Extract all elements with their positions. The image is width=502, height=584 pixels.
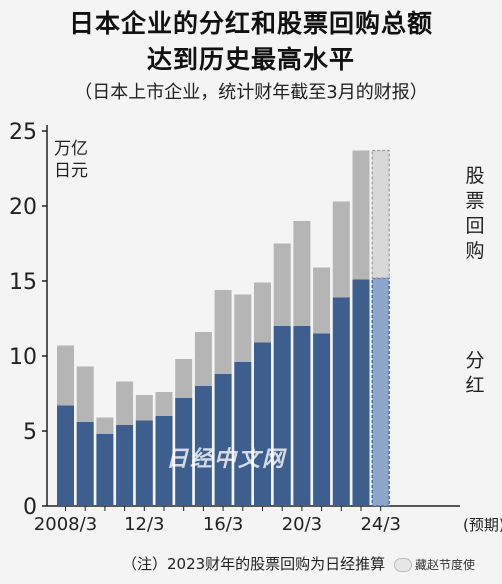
chart-title-line2: 达到历史最高水平 xyxy=(146,45,355,74)
bar-buyback xyxy=(214,290,232,374)
series-label-dividend: 分 xyxy=(465,350,484,372)
bar-buyback xyxy=(293,221,311,326)
x-tick-label: 12/3 xyxy=(124,514,164,535)
bar-dividend xyxy=(155,416,173,506)
bar-dividend xyxy=(313,333,331,506)
x-tick-label: 24/3 xyxy=(360,514,400,535)
bar-buyback xyxy=(254,282,271,343)
bar-buyback xyxy=(352,150,370,280)
bar-buyback xyxy=(135,395,153,421)
x-tick-label: 16/3 xyxy=(203,514,243,535)
series-label-buyback: 票 xyxy=(465,190,484,212)
y-tick-label: 25 xyxy=(9,120,37,145)
wechat-icon xyxy=(394,557,412,572)
series-label-dividend: 红 xyxy=(465,375,484,397)
bar-dividend xyxy=(293,326,311,506)
bar-dividend xyxy=(194,386,212,506)
bar-buyback xyxy=(194,332,212,386)
y-tick-label: 5 xyxy=(23,420,37,445)
bar-buyback xyxy=(96,417,114,434)
watermark: 日经中文网 xyxy=(166,446,287,472)
bar-dividend xyxy=(175,398,193,506)
bar-dividend xyxy=(76,422,94,506)
bar-dividend xyxy=(57,405,74,506)
y-tick-label: 0 xyxy=(23,495,37,520)
bar-buyback xyxy=(76,366,94,422)
brand-badge: 藏赵节度使 xyxy=(394,556,475,573)
series-label-buyback: 回 xyxy=(465,215,484,237)
bar-dividend xyxy=(116,425,134,506)
x-tick-label: 20/3 xyxy=(282,514,322,535)
brand-label: 藏赵节度使 xyxy=(415,558,476,572)
bar-dividend xyxy=(135,420,153,506)
bar-buyback xyxy=(313,267,331,334)
bar-dividend xyxy=(273,326,291,506)
bar-dividend xyxy=(96,434,114,506)
y-unit-label: 日元 xyxy=(54,161,88,181)
x-tick-suffix: (预期) xyxy=(463,516,502,534)
series-label-buyback: 购 xyxy=(465,240,484,262)
bar-buyback xyxy=(234,294,252,362)
bar-buyback xyxy=(175,359,193,398)
y-unit-label: 万亿 xyxy=(54,139,88,159)
y-tick-label: 10 xyxy=(9,345,37,370)
bar-buyback xyxy=(332,201,350,298)
footnote: （注）2023财年的股票回购为日经推算 xyxy=(122,555,386,573)
chart-subtitle: （日本上市企业，统计财年截至3月的财报） xyxy=(74,82,428,103)
bar-buyback xyxy=(273,243,291,326)
series-label-buyback: 股 xyxy=(465,165,484,187)
bar-dividend xyxy=(254,342,271,506)
bar-buyback xyxy=(371,149,390,279)
bar-buyback xyxy=(155,392,173,416)
bar-dividend xyxy=(352,279,370,506)
bar-dividend xyxy=(214,374,232,506)
bar-buyback xyxy=(57,345,74,406)
x-tick-label: 2008/3 xyxy=(34,514,97,535)
chart-title-line1: 日本企业的分红和股票回购总额 xyxy=(68,9,433,38)
bar-dividend xyxy=(332,297,350,506)
bar-buyback xyxy=(116,381,134,425)
bar-dividend xyxy=(371,277,390,507)
y-tick-label: 15 xyxy=(9,270,37,295)
bar-dividend xyxy=(234,362,252,506)
y-tick-label: 20 xyxy=(9,195,37,220)
